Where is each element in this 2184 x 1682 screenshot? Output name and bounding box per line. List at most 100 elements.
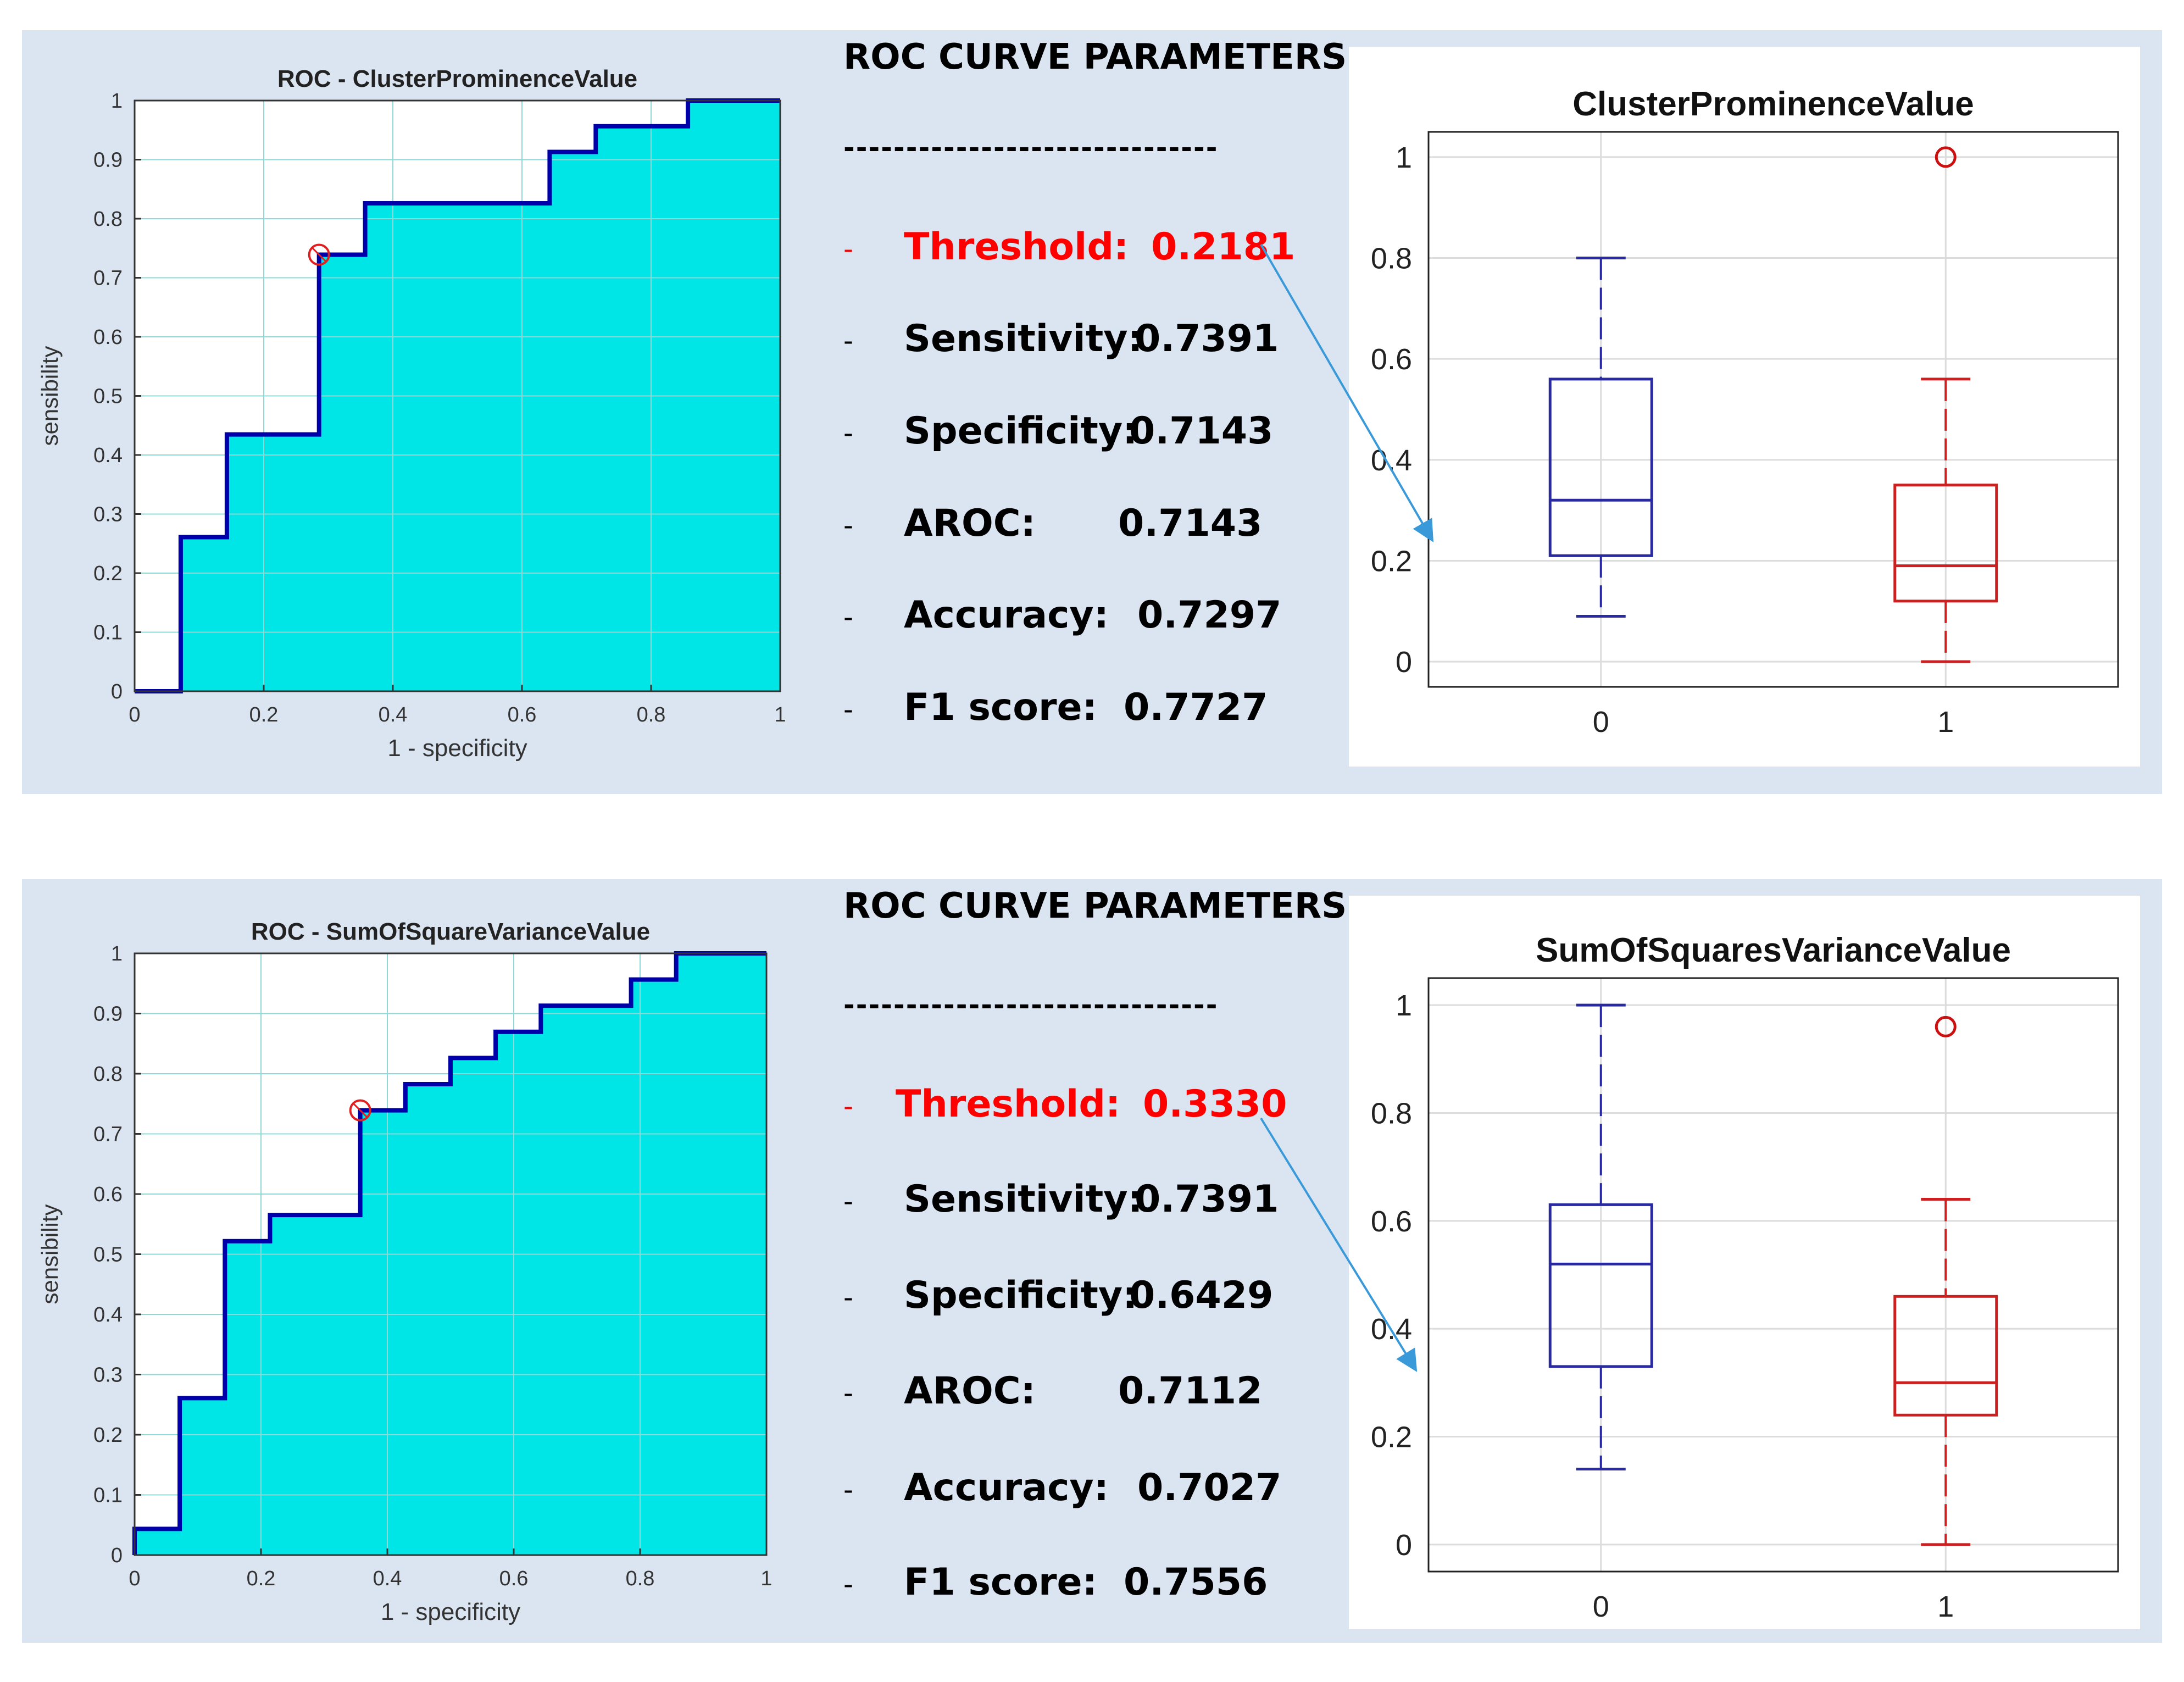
x-tick-label: 0.6 [499, 1567, 529, 1590]
roc-parameters-block: ROC CURVE PARAMETERS -------------------… [819, 30, 1368, 794]
box-iqr [1548, 1203, 1653, 1368]
param-dash: - [843, 417, 854, 449]
param-label: Threshold: [896, 1083, 1121, 1126]
params-separator: ------------------------------ [843, 989, 1219, 1021]
param-dash: - [843, 601, 854, 634]
y-tick-label: 0.4 [93, 1303, 123, 1326]
y-tick-label: 0.3 [93, 1364, 123, 1387]
param-label: AROC: [904, 1369, 1036, 1413]
param-dash: - [843, 325, 854, 357]
operating-point-cross [353, 1103, 368, 1118]
y-tick-label: 0.2 [1371, 545, 1412, 578]
y-tick-label: 0.2 [1371, 1421, 1412, 1454]
param-value: 0.2181 [1151, 225, 1296, 269]
x-tick-label: 0 [1593, 706, 1609, 739]
x-tick-label: 0 [129, 703, 140, 726]
param-label: Specificity: [904, 1274, 1138, 1317]
param-dash: - [843, 1377, 854, 1409]
x-tick-label: 1 [1937, 1590, 1954, 1623]
param-value: 0.7112 [1118, 1369, 1263, 1413]
y-tick-label: 1 [111, 90, 123, 113]
x-axis-label: 1 - specificity [387, 735, 527, 762]
param-dash: - [843, 1568, 854, 1601]
boxplot-card: 0 0.2 0.4 0.6 0.8 1 0 1 SumOfSquaresVarianceValu… [1349, 896, 2140, 1629]
param-label: AROC: [904, 502, 1036, 545]
params-separator: ------------------------------ [843, 132, 1219, 164]
x-tick-label: 0.4 [373, 1567, 402, 1590]
param-row-aroc: - AROC: 0.7112 [843, 1369, 1262, 1413]
x-tick-label: 1 [760, 1567, 772, 1590]
y-tick-label: 0.2 [93, 1424, 123, 1447]
param-label: Sensitivity: [904, 317, 1143, 360]
y-tick-label: 1 [111, 942, 123, 965]
x-axis-label: 1 - specificity [381, 1598, 520, 1625]
x-tick-label: 0.8 [626, 1567, 655, 1590]
param-row-accuracy: - Accuracy: 0.7027 [843, 1466, 1281, 1509]
y-tick-label: 0.1 [93, 1484, 123, 1507]
param-row-threshold: - Threshold: 0.3330 [843, 1083, 1287, 1126]
x-tick-label: 0.6 [508, 703, 537, 726]
param-value: 0.7391 [1135, 1178, 1279, 1221]
roc-curve [135, 98, 780, 693]
box-iqr [1548, 378, 1653, 557]
y-tick-label: 0.6 [1371, 1205, 1412, 1238]
chart-title: ROC - ClusterProminenceValue [277, 65, 637, 92]
box-iqr [1893, 484, 1998, 603]
y-tick-label: 0.6 [93, 326, 123, 349]
params-title: ROC CURVE PARAMETERS [843, 886, 1347, 926]
param-label: F1 score: [904, 686, 1097, 729]
param-value: 0.7027 [1137, 1466, 1282, 1509]
param-value: 0.7143 [1118, 502, 1263, 545]
boxplot-sum-of-squares-variance: 0 0.2 0.4 0.6 0.8 1 0 1 SumOfSquaresVarianceValu… [1371, 931, 2119, 1623]
chart-title: ROC - SumOfSquareVarianceValue [251, 918, 650, 945]
y-tick-label: 0 [111, 1544, 123, 1567]
y-tick-label: 0.4 [1371, 444, 1412, 477]
param-label: Accuracy: [904, 1466, 1109, 1509]
plot-area [1429, 132, 2118, 687]
y-tick-label: 0.8 [93, 1063, 123, 1086]
param-row-sensitivity: - Sensitivity:0.7391 [843, 317, 1279, 360]
param-row-specificity: - Specificity:0.6429 [843, 1274, 1273, 1317]
box-iqr [1893, 1295, 1998, 1417]
param-dash: - [843, 233, 854, 265]
param-label: Sensitivity: [904, 1178, 1143, 1221]
param-dash: - [843, 1185, 854, 1218]
param-value: 0.7727 [1124, 686, 1268, 729]
param-value: 0.6429 [1129, 1274, 1274, 1317]
y-axis-label: sensibility [37, 346, 63, 446]
y-tick-label: 0.6 [1371, 343, 1412, 376]
y-tick-label: 0.8 [93, 208, 123, 231]
param-row-f1: - F1 score: 0.7727 [843, 686, 1268, 729]
param-row-specificity: - Specificity:0.7143 [843, 409, 1273, 453]
y-tick-label: 0.8 [1371, 1097, 1412, 1130]
param-value: 0.7143 [1129, 409, 1274, 453]
x-tick-label: 0 [1593, 1590, 1609, 1623]
roc-parameters-block: ROC CURVE PARAMETERS -------------------… [819, 879, 1368, 1643]
y-tick-label: 0 [111, 680, 123, 703]
y-tick-label: 0 [1396, 1529, 1412, 1562]
param-value: 0.7556 [1124, 1561, 1268, 1604]
y-tick-label: 0.4 [1371, 1313, 1412, 1346]
y-tick-label: 0.2 [93, 562, 123, 585]
x-tick-label: 1 [774, 703, 786, 726]
y-tick-label: 0.3 [93, 503, 123, 526]
y-tick-label: 0.1 [93, 621, 123, 645]
y-tick-label: 0.8 [1371, 242, 1412, 275]
y-tick-label: 0.6 [93, 1183, 123, 1206]
figure-panel-sum-of-squares-variance: 0 0.2 0.4 0.6 0.8 1 0 0.1 0.2 0.3 0.4 0.5 0.6 0.7 0.8 0… [22, 879, 2162, 1643]
y-tick-label: 1 [1396, 989, 1412, 1022]
roc-chart-cluster-prominence: 0 0.2 0.4 0.6 0.8 1 0 0.1 0.2 0.3 0.4 0.5 0.6 0.7 0.8 0… [37, 65, 786, 762]
figure-panel-cluster-prominence: 0 0.2 0.4 0.6 0.8 1 0 0.1 0.2 0.3 0.4 0.5 0.6 0.7 0.8 0… [22, 30, 2162, 794]
y-tick-label: 1 [1396, 141, 1412, 174]
param-value: 0.3330 [1143, 1083, 1287, 1126]
param-row-threshold: - Threshold: 0.2181 [843, 225, 1295, 269]
boxplot-card: 0 0.2 0.4 0.6 0.8 1 0 1 ClusterProminenceValue [1349, 47, 2140, 767]
param-dash: - [843, 509, 854, 542]
param-label: F1 score: [904, 1561, 1097, 1604]
param-label: Specificity: [904, 409, 1138, 453]
plot-area [1429, 978, 2118, 1572]
x-tick-label: 0.2 [247, 1567, 276, 1590]
param-dash: - [843, 1281, 854, 1314]
y-tick-label: 0 [1396, 646, 1412, 679]
roc-chart-sum-of-square-variance: 0 0.2 0.4 0.6 0.8 1 0 0.1 0.2 0.3 0.4 0.5 0.6 0.7 0.8 0… [37, 918, 773, 1625]
